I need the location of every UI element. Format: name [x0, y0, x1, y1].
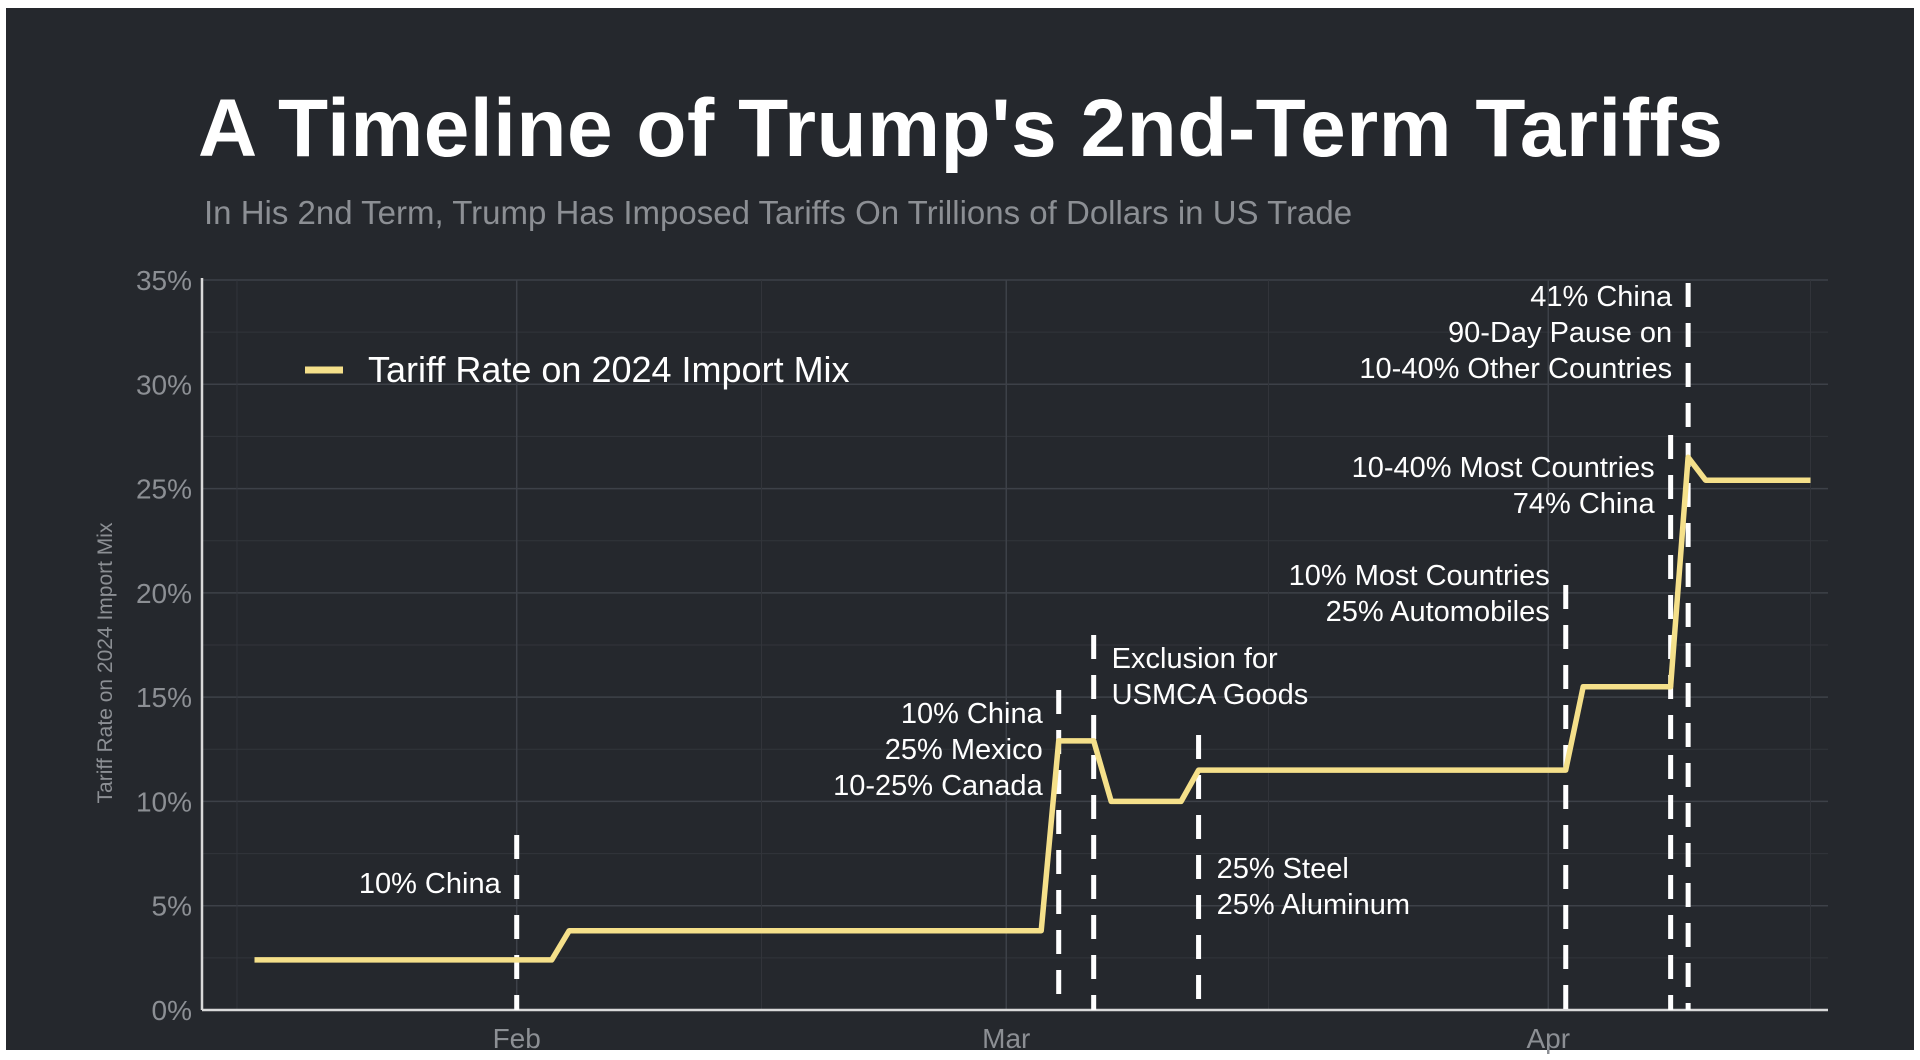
- annotation-label: 74% China: [1513, 488, 1656, 520]
- y-axis-label: Tariff Rate on 2024 Import Mix: [94, 522, 117, 803]
- axes: 0% 5% 10% 15% 20% 25% 30% 35% Feb Mar Apr Tariff Ra…: [94, 265, 1828, 1054]
- annotation-label: 10% China: [901, 698, 1044, 730]
- x-tick-label: Mar: [982, 1023, 1030, 1054]
- y-tick-label: 5%: [152, 891, 192, 922]
- y-tick-label: 15%: [136, 682, 192, 713]
- annotation-label: 41% China: [1530, 281, 1673, 313]
- chart-panel: [6, 8, 1914, 1050]
- y-tick-label: 20%: [136, 578, 192, 609]
- series-layer: [254, 454, 1811, 963]
- y-tick-label: 25%: [136, 474, 192, 505]
- x-tick-label: Feb: [493, 1023, 541, 1054]
- chart-title: A Timeline of Trump's 2nd-Term Tariffs: [198, 83, 1724, 174]
- x-tick-label: Apr: [1526, 1023, 1570, 1054]
- annotation-label: USMCA Goods: [1112, 679, 1309, 711]
- annotation-label: Exclusion for: [1112, 643, 1278, 675]
- annotation-label: 10-40% Other Countries: [1359, 353, 1672, 385]
- y-tick-label: 30%: [136, 369, 192, 400]
- annotation-label: 10% Most Countries: [1289, 560, 1550, 592]
- annotation-label: 10% China: [359, 868, 502, 900]
- y-tick-label: 35%: [136, 265, 192, 296]
- annotation-label: 25% Mexico: [885, 734, 1043, 766]
- annotation-label: 25% Steel: [1217, 853, 1349, 885]
- chart-subtitle: In His 2nd Term, Trump Has Imposed Tarif…: [204, 194, 1353, 231]
- y-tick-label: 0%: [152, 995, 192, 1026]
- annotation-label: 25% Automobiles: [1326, 596, 1550, 628]
- legend: Tariff Rate on 2024 Import Mix: [305, 349, 850, 390]
- annotation-label: 90-Day Pause on: [1448, 317, 1672, 349]
- event-annotations: 10% China 10% China 25% Mexico 10-25% Canad…: [359, 281, 1691, 1010]
- annotation-label: 10-40% Most Countries: [1352, 452, 1655, 484]
- annotation-label: 25% Aluminum: [1217, 889, 1410, 921]
- y-tick-label: 10%: [136, 786, 192, 817]
- series-line: [254, 454, 1811, 963]
- annotation-label: 10-25% Canada: [833, 770, 1043, 802]
- legend-label: Tariff Rate on 2024 Import Mix: [368, 349, 850, 390]
